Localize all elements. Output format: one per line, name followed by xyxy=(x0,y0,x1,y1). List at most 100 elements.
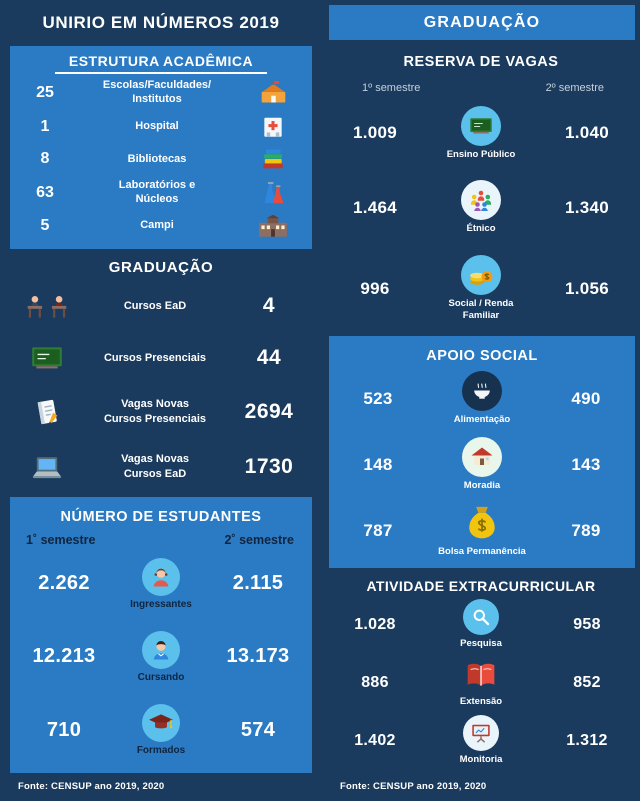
semester-2-value: 13.173 xyxy=(226,645,290,668)
semester-header: 1˚ semestre 2˚ semestre xyxy=(18,525,304,547)
source-note: Fonte: CENSUP ano 2019, 2020 xyxy=(18,781,165,792)
stat-label: Vagas Novas Cursos EaD xyxy=(121,453,189,481)
student-icon xyxy=(142,630,180,669)
open-book-icon xyxy=(463,657,499,693)
stat-center: Social / Renda Familiar xyxy=(418,254,544,323)
stat-center: Formados xyxy=(110,704,212,756)
stat-label: Ingressantes xyxy=(130,598,192,610)
section-title: NÚMERO DE ESTUDANTES xyxy=(60,509,262,525)
stat-row: 5 Campi xyxy=(20,214,302,238)
semester-2-value: 958 xyxy=(573,616,601,633)
section-title: GRADUAÇÃO xyxy=(108,259,214,276)
stat-center: Étnico xyxy=(418,180,544,235)
semester-2-value: 852 xyxy=(573,674,601,691)
semester-2-value: 789 xyxy=(571,521,601,540)
stat-row: Vagas Novas Cursos Presenciais 2694 xyxy=(16,397,306,427)
campus-building-icon xyxy=(244,214,302,238)
stat-row: 787 Bolsa Permanência 789 xyxy=(335,503,629,558)
laptop-icon xyxy=(16,455,78,480)
estrutura-academica-section: ESTRUTURA ACADÊMICA 25 Escolas/Faculdade… xyxy=(10,46,312,249)
semester-1-value: 2.262 xyxy=(38,572,90,595)
stat-center: Bolsa Permanência xyxy=(421,503,543,558)
semester-1-value: 148 xyxy=(363,455,393,474)
stat-row: 886 Extensão 852 xyxy=(332,657,630,708)
stat-label: Extensão xyxy=(459,696,503,708)
semester-2-value: 490 xyxy=(571,389,601,408)
semester-1-label: 1˚ semestre xyxy=(26,533,96,547)
right-column: GRADUAÇÃO RESERVA DE VAGAS 1º semestre 2… xyxy=(322,0,640,801)
public-school-board-icon xyxy=(461,105,501,146)
stat-value: 4 xyxy=(262,294,276,318)
stat-value: 1730 xyxy=(244,455,294,479)
books-icon xyxy=(244,146,302,172)
stat-center: Extensão xyxy=(418,657,544,708)
magnifier-icon xyxy=(463,599,499,636)
stat-row: 996 Social / Renda Familiar 1.056 xyxy=(332,254,630,323)
semester-2-label: 2º semestre xyxy=(545,82,604,94)
semester-2-value: 1.340 xyxy=(564,197,610,217)
stat-label: Vagas Novas Cursos Presenciais xyxy=(103,398,207,425)
stat-row: Vagas Novas Cursos EaD 1730 xyxy=(16,452,306,482)
stat-label: Alimentação xyxy=(453,414,511,426)
stat-label: Étnico xyxy=(466,223,496,235)
stat-center: Ensino Público xyxy=(418,105,544,161)
stat-row: 523 Alimentação 490 xyxy=(335,371,629,426)
header: GRADUAÇÃO xyxy=(329,5,635,40)
stat-label: Moradia xyxy=(463,480,501,492)
section-title: ESTRUTURA ACADÊMICA xyxy=(20,53,302,74)
reserva-de-vagas-section: RESERVA DE VAGAS 1º semestre 2º semestre… xyxy=(322,40,640,332)
stat-rows: 1.028 Pesquisa 958 886 xyxy=(332,594,630,770)
semester-1-value: 1.028 xyxy=(354,616,396,633)
stat-label: Bolsa Permanência xyxy=(438,546,526,558)
stat-row: 12.213 Cursando 13.173 xyxy=(18,630,304,683)
stat-label: Pesquisa xyxy=(460,638,502,650)
stat-row: 1.028 Pesquisa 958 xyxy=(332,599,630,650)
numero-estudantes-section: NÚMERO DE ESTUDANTES 1˚ semestre 2˚ seme… xyxy=(10,497,312,773)
semester-2-value: 1.040 xyxy=(564,123,610,143)
stat-center: Moradia xyxy=(421,437,543,492)
semester-1-value: 996 xyxy=(360,278,390,298)
semester-header: 1º semestre 2º semestre xyxy=(332,70,630,94)
section-title: APOIO SOCIAL xyxy=(426,348,538,364)
semester-2-label: 2˚ semestre xyxy=(224,533,295,547)
stat-label: Campi xyxy=(140,218,174,231)
stat-center: Alimentação xyxy=(421,371,543,426)
left-column: UNIRIO EM NÚMEROS 2019 ESTRUTURA ACADÊMI… xyxy=(0,0,322,801)
house-icon xyxy=(462,437,502,478)
semester-1-value: 523 xyxy=(363,389,393,408)
chalkboard-icon xyxy=(16,345,78,371)
money-bag-icon xyxy=(462,503,502,543)
hospital-icon xyxy=(244,114,302,140)
stat-label: Ensino Público xyxy=(446,148,516,160)
stat-row: 1.009 Ensino Público 1.040 xyxy=(332,105,630,161)
graduacao-left-section: GRADUAÇÃO Cursos EaD 4 Cursos Presenciai… xyxy=(0,249,322,495)
stat-value: 25 xyxy=(36,84,54,102)
stat-value: 63 xyxy=(36,184,54,202)
stat-center: Pesquisa xyxy=(418,599,544,650)
stat-value: 1 xyxy=(40,117,50,135)
graduation-cap-icon xyxy=(142,704,180,743)
stat-label: Formados xyxy=(136,745,186,757)
stat-row: 25 Escolas/Faculdades/ Institutos xyxy=(20,79,302,107)
stat-row: Cursos Presenciais 44 xyxy=(16,345,306,371)
stat-label: Laboratórios e Núcleos xyxy=(118,179,196,206)
page-title: GRADUAÇÃO xyxy=(423,13,541,31)
stat-label: Social / Renda Familiar xyxy=(448,297,514,322)
semester-1-value: 1.402 xyxy=(354,732,396,749)
stat-rows: 523 Alimentação 490 148 xyxy=(335,364,629,564)
stat-row: 148 Moradia 143 xyxy=(335,437,629,492)
stat-rows: Cursos EaD 4 Cursos Presenciais 44 Vagas… xyxy=(16,280,306,495)
student-girl-icon xyxy=(142,557,180,596)
apoio-social-section: APOIO SOCIAL 523 Alimentação 490 148 xyxy=(329,336,635,568)
stat-center: Ingressantes xyxy=(110,557,212,610)
stat-row: 2.262 Ingressantes 2.115 xyxy=(18,557,304,610)
stat-value: 2694 xyxy=(244,399,294,423)
stat-value: 8 xyxy=(40,150,50,168)
stat-label: Escolas/Faculdades/ Institutos xyxy=(102,79,212,106)
semester-1-value: 1.009 xyxy=(352,123,398,143)
semester-1-label: 1º semestre xyxy=(362,82,421,94)
semester-2-value: 1.056 xyxy=(564,278,610,298)
coins-icon xyxy=(461,254,501,295)
section-title: ATIVIDADE EXTRACURRICULAR xyxy=(366,578,596,594)
